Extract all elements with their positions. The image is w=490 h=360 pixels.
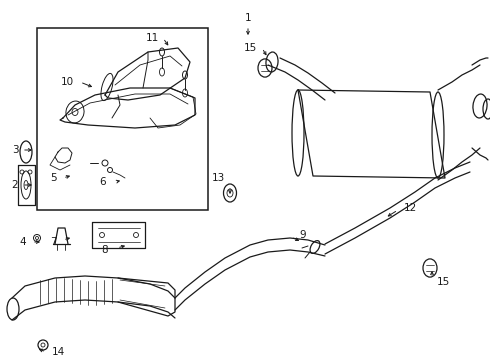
- Text: 4: 4: [20, 237, 26, 247]
- Text: 10: 10: [60, 77, 74, 87]
- Text: 12: 12: [403, 203, 416, 213]
- Text: 8: 8: [102, 245, 108, 255]
- Text: 1: 1: [245, 13, 251, 23]
- Bar: [37, 28, 208, 210]
- Text: 14: 14: [51, 347, 65, 357]
- Text: 13: 13: [211, 173, 224, 183]
- Text: 7: 7: [49, 237, 56, 247]
- Text: 2: 2: [12, 180, 18, 190]
- Text: 11: 11: [146, 33, 159, 43]
- Text: 9: 9: [300, 230, 306, 240]
- Text: 15: 15: [244, 43, 257, 53]
- Text: 6: 6: [99, 177, 106, 187]
- Text: 5: 5: [49, 173, 56, 183]
- Text: 3: 3: [12, 145, 18, 155]
- Text: 15: 15: [437, 277, 450, 287]
